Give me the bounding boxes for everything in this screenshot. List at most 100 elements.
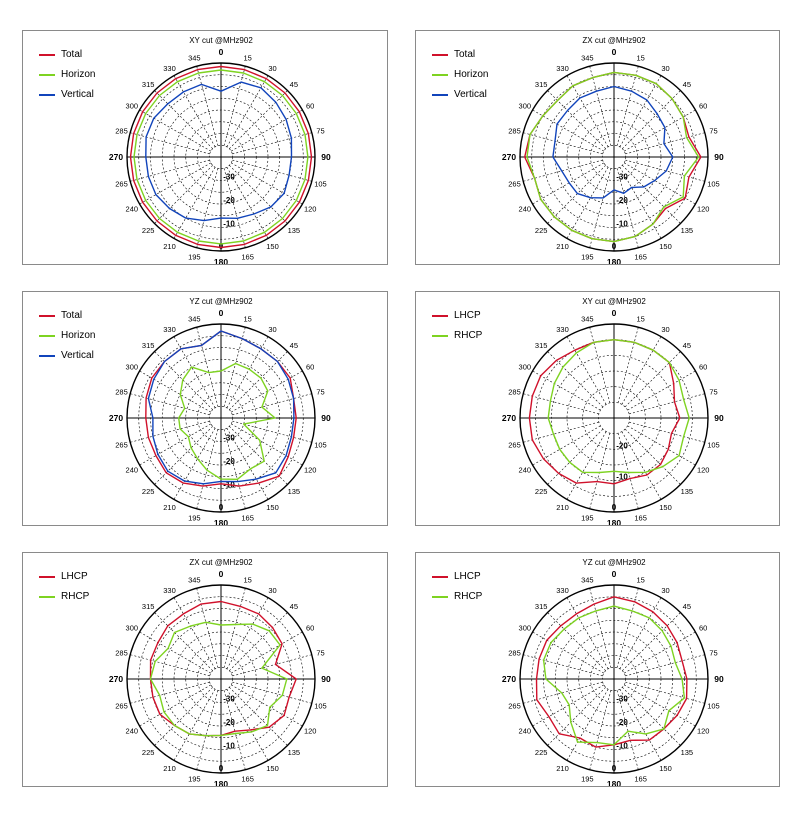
angle-tick-label: 315 [142,80,155,89]
angle-tick-label: 30 [268,586,276,595]
grid-spoke [523,654,603,677]
angle-tick-label: 330 [556,586,569,595]
grid-spoke [223,66,246,146]
grid-spoke [130,654,210,677]
angle-tick-label: 15 [636,576,644,585]
radial-tick-label: 0 [219,764,224,773]
series-line-vertical [552,85,674,199]
grid-spoke [223,429,246,509]
angle-tick-label: 285 [115,648,128,657]
legend-swatch [432,596,448,598]
grid-spoke [231,631,303,674]
radial-tick-label: -10 [616,220,628,229]
angle-tick-label: 210 [163,503,176,512]
angle-tick-label: 150 [266,503,279,512]
angle-tick-label: 60 [306,624,314,633]
angle-tick-label: 240 [519,466,532,475]
grid-spoke [624,351,681,408]
grid-spoke [139,631,211,674]
radial-tick-label: -30 [616,695,628,704]
angle-tick-label: 265 [115,702,128,711]
grid-spoke [154,165,213,224]
angle-tick-label: 45 [683,80,691,89]
angle-tick-label: 285 [508,126,521,135]
grid-spoke [616,168,639,248]
angle-tick-label: 225 [142,487,155,496]
chart-panel-xy-cut-cp: XY cut @MHz902 0 15 30 45 60 75 90 105 120 135 150 1… [415,291,780,526]
grid-spoke [226,336,269,408]
angle-tick-label: 265 [115,441,128,450]
angle-tick-label: 195 [581,252,594,261]
legend-label: Total [61,310,83,321]
series-line-rhcp [149,621,288,737]
grid-spoke [625,681,705,704]
grid-spoke [629,393,705,415]
legend-label: Total [454,49,476,60]
grid-spoke [589,168,612,248]
angle-tick-label: 300 [126,624,139,633]
legend-label: RHCP [454,330,483,341]
polar-chart-svg: YZ cut @MHz902 0 15 30 45 60 75 90 105 120 135 150 1… [502,558,724,786]
angle-tick-label: 285 [508,648,521,657]
angle-tick-label: 120 [304,727,317,736]
grid-spoke [139,162,211,205]
legend-swatch [432,94,448,96]
angle-tick-label: 150 [659,242,672,251]
grid-spoke [523,159,603,182]
legend-label: Horizon [454,69,489,80]
grid-spoke [231,162,303,205]
radial-tick-label: -20 [616,196,628,205]
angle-tick-label: 270 [109,674,123,684]
grid-spoke [173,597,216,669]
grid-spoke [622,612,681,671]
grid-spoke [619,597,662,669]
angle-tick-label: 30 [268,325,276,334]
angle-tick-label: 265 [508,702,521,711]
legend-label: LHCP [454,310,481,321]
grid-spoke [223,588,246,668]
angle-tick-label: 60 [306,363,314,372]
grid-spoke [523,421,599,443]
chart-title: ZX cut @MHz902 [582,36,646,45]
grid-spoke [617,327,639,403]
grid-spoke [523,681,603,704]
angle-tick-label: 300 [126,102,139,111]
grid-spoke [154,351,213,410]
angle-tick-label: 30 [661,64,669,73]
legend-label: Total [61,49,83,60]
angle-tick-label: 270 [502,152,516,162]
angle-tick-label: 300 [519,102,532,111]
angle-tick-label: 90 [714,674,724,684]
grid-spoke [196,327,219,407]
grid-spoke [616,690,639,770]
grid-spoke [625,132,705,155]
angle-tick-label: 210 [556,503,569,512]
radial-tick-label: -20 [223,457,235,466]
angle-tick-label: 120 [697,466,710,475]
chart-panel-zx-cut-cp: ZX cut @MHz902 0 15 30 45 60 75 90 105 120 135 150 1… [22,552,388,787]
grid-spoke [589,66,612,146]
grid-spoke [229,612,288,671]
angle-tick-label: 240 [126,727,139,736]
grid-spoke [196,429,219,509]
grid-spoke [173,428,216,500]
grid-spoke [625,159,705,182]
radial-tick-label: 0 [219,503,224,512]
angle-tick-label: 30 [661,325,669,334]
radial-tick-label: 0 [612,242,617,251]
angle-tick-label: 150 [266,764,279,773]
angle-tick-label: 300 [519,363,532,372]
grid-spoke [532,109,604,152]
series-line-vertical [147,330,295,485]
series-line-vertical [145,81,293,222]
grid-spoke [154,426,213,485]
radial-tick-label: -10 [223,742,235,751]
radial-tick-label: -10 [616,742,628,751]
legend-swatch [39,576,55,578]
grid-spoke [624,428,681,485]
angle-tick-label: 150 [659,764,672,773]
chart-panel-zx-cut: ZX cut @MHz902 0 15 30 45 60 75 90 105 120 135 150 1… [415,30,780,265]
angle-tick-label: 270 [109,413,123,423]
grid-spoke [196,690,219,770]
angle-tick-label: 180 [607,518,621,525]
